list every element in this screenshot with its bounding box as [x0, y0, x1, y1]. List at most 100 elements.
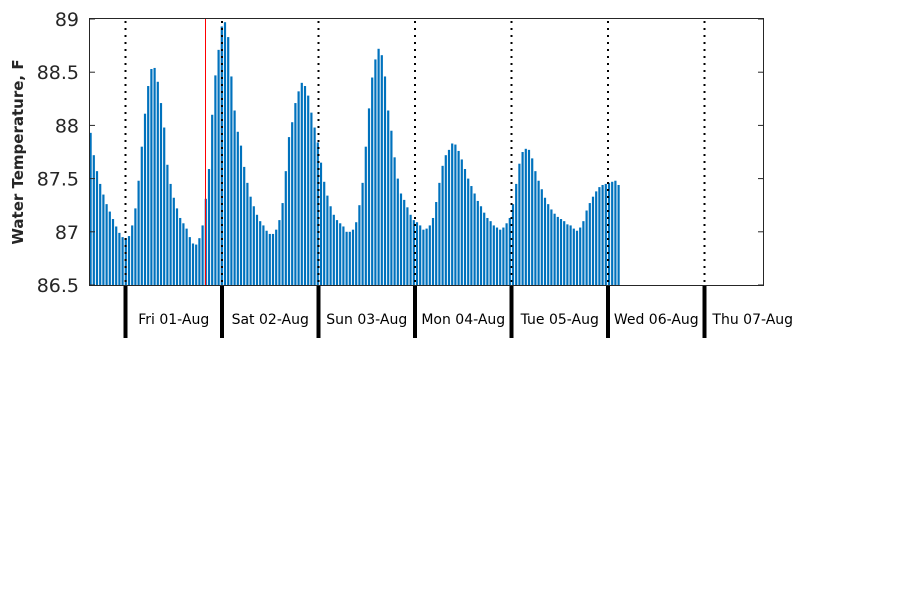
bar	[214, 75, 217, 285]
bar	[191, 243, 195, 285]
bar	[502, 227, 505, 285]
bar	[201, 225, 204, 285]
bar	[345, 231, 348, 285]
bar	[563, 221, 566, 285]
bar	[435, 202, 438, 285]
bar	[495, 227, 499, 285]
bar	[166, 164, 169, 285]
bar	[447, 149, 451, 285]
bar	[479, 206, 483, 285]
bar	[454, 144, 457, 285]
bar	[339, 223, 342, 285]
bar	[300, 82, 303, 285]
bar	[470, 186, 473, 285]
bar	[393, 157, 396, 285]
bar	[415, 222, 419, 285]
bar	[150, 69, 153, 285]
y-tick-label: 86.5	[37, 275, 79, 297]
bar	[236, 131, 239, 285]
bar	[585, 210, 588, 285]
y-tick-label: 87	[55, 222, 79, 244]
bar	[329, 206, 332, 285]
bar	[265, 230, 268, 285]
x-axis-day-labels: Fri 01-Aug Sat 02-Aug Sun 03-Aug Mon 04-Aug…	[138, 312, 793, 328]
day-label: Fri 01-Aug	[138, 312, 209, 328]
bar	[371, 77, 374, 286]
bar	[140, 146, 143, 285]
bar	[278, 220, 281, 285]
bar	[99, 183, 102, 285]
bar	[252, 206, 255, 285]
bar	[367, 108, 371, 285]
bar	[243, 166, 246, 285]
bar	[476, 200, 479, 285]
y-tick-label: 89	[55, 9, 79, 31]
bar	[105, 204, 108, 285]
bar	[102, 194, 105, 285]
bar	[419, 225, 422, 285]
bar	[111, 219, 115, 285]
bar	[575, 230, 579, 285]
bar	[444, 155, 447, 285]
day-separators	[123, 21, 707, 338]
day-label: Wed 06-Aug	[614, 312, 699, 328]
y-tick-label: 87.5	[37, 169, 79, 191]
bar	[463, 169, 467, 285]
bar	[438, 182, 441, 285]
bar	[425, 228, 428, 285]
bar	[358, 205, 361, 285]
bar	[185, 228, 188, 285]
bar	[227, 37, 230, 286]
bar	[598, 187, 601, 285]
bar	[518, 163, 521, 285]
bar	[134, 208, 137, 285]
bar	[179, 217, 182, 285]
bar	[271, 233, 275, 285]
bar	[124, 238, 127, 285]
bar	[569, 225, 572, 285]
bar	[422, 229, 425, 285]
bar	[524, 148, 527, 285]
bar	[556, 216, 559, 285]
bar	[604, 183, 607, 285]
bar	[207, 169, 211, 285]
bar	[307, 95, 310, 285]
bar	[319, 162, 323, 285]
bar	[515, 183, 518, 285]
bar	[387, 110, 390, 285]
bar	[211, 114, 214, 285]
bar	[348, 231, 351, 285]
bar	[108, 211, 111, 285]
bar	[313, 127, 316, 285]
bar	[582, 221, 585, 285]
bar	[239, 145, 243, 285]
day-label: Thu 07-Aug	[711, 312, 793, 328]
bar	[291, 122, 294, 286]
bar	[531, 158, 534, 285]
bar	[188, 237, 191, 285]
bar	[441, 165, 444, 285]
bar	[127, 236, 131, 285]
bar	[553, 213, 556, 285]
bar	[147, 86, 150, 285]
bar	[617, 184, 620, 285]
bar	[383, 76, 387, 286]
day-label: Sat 02-Aug	[232, 312, 309, 328]
bar	[223, 22, 227, 285]
bar	[121, 237, 124, 285]
bar	[428, 225, 431, 285]
bar	[137, 180, 140, 285]
bar	[153, 67, 156, 285]
bar	[499, 229, 502, 285]
bar	[566, 224, 569, 285]
bar	[508, 217, 511, 285]
bar	[579, 227, 582, 285]
bar	[156, 81, 159, 285]
bar	[377, 48, 380, 285]
bar	[275, 229, 278, 285]
bar	[217, 49, 220, 285]
bar	[131, 225, 134, 285]
bar	[287, 137, 291, 285]
bar	[230, 76, 233, 286]
